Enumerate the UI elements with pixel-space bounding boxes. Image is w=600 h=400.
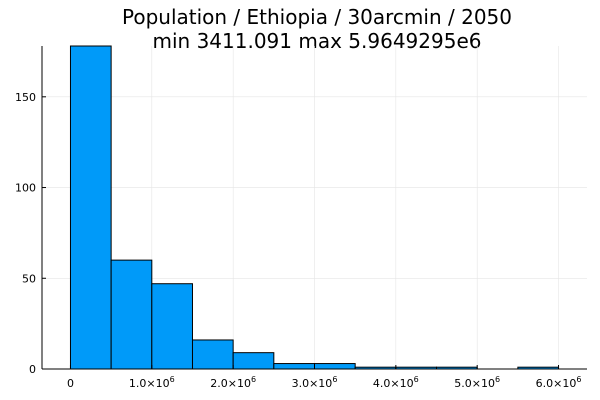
y-tick-label: 100 — [15, 182, 36, 195]
y-tick-label: 150 — [15, 91, 36, 104]
y-tick-label: 0 — [29, 363, 36, 376]
x-tick-label: 0 — [67, 377, 74, 390]
axes — [41, 46, 587, 370]
x-tick-label: 1.0×106 — [129, 375, 175, 390]
chart-subtitle: min 3411.091 max 5.9649295e6 — [153, 29, 482, 53]
x-tick-exponent: 6 — [576, 375, 581, 384]
x-tick-label: 6.0×106 — [536, 375, 582, 390]
histogram-bar — [273, 363, 316, 370]
histogram-bar — [232, 352, 275, 370]
y-tick-label: 50 — [22, 272, 36, 285]
histogram-bar — [314, 363, 356, 370]
histogram-bar — [69, 45, 112, 370]
x-tick-label: 5.0×106 — [454, 375, 500, 390]
histogram-bar — [191, 339, 234, 370]
x-tick-exponent: 6 — [414, 375, 419, 384]
x-tick-exponent: 6 — [495, 375, 500, 384]
histogram-bar — [110, 259, 153, 370]
histogram-bars — [69, 45, 560, 370]
chart-title: Population / Ethiopia / 30arcmin / 2050 — [122, 5, 512, 29]
grid-lines — [42, 46, 587, 370]
x-tick-label: 4.0×106 — [373, 375, 419, 390]
x-tick-exponent: 6 — [332, 375, 337, 384]
tick-labels: 0 1.0×106 2.0×106 3.0×106 4.0×106 5.0×106 6.0×… — [15, 91, 581, 390]
x-tick-label: 3.0×106 — [292, 375, 338, 390]
x-tick-exponent: 6 — [251, 375, 256, 384]
histogram-bar — [151, 283, 193, 370]
x-tick-exponent: 6 — [170, 375, 175, 384]
x-tick-label: 2.0×106 — [210, 375, 256, 390]
